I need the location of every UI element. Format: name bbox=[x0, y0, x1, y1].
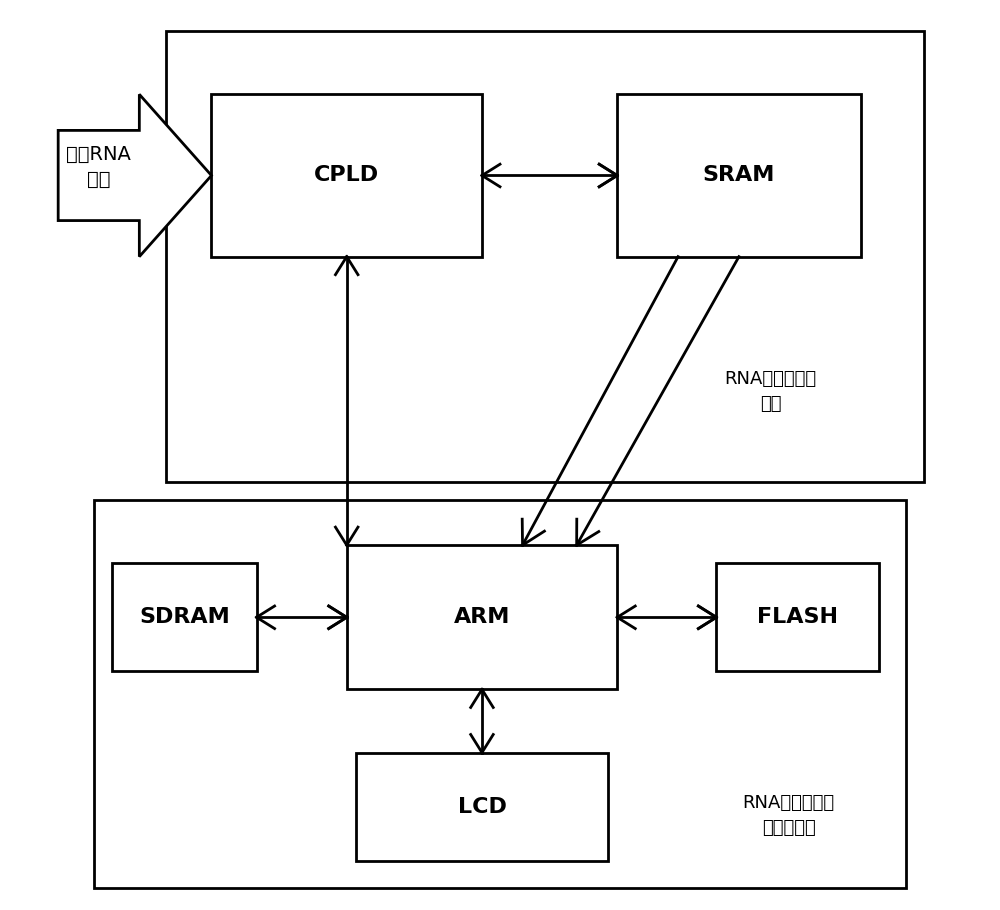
Text: RNA序列二级结
构预测模块: RNA序列二级结 构预测模块 bbox=[742, 794, 835, 837]
Polygon shape bbox=[58, 95, 211, 257]
Bar bbox=[716, 563, 879, 672]
Text: FLASH: FLASH bbox=[757, 607, 838, 627]
Text: SRAM: SRAM bbox=[703, 166, 775, 186]
Bar bbox=[112, 563, 257, 672]
Bar bbox=[211, 95, 482, 257]
Text: LCD: LCD bbox=[458, 796, 506, 816]
Text: 输入RNA
序列: 输入RNA 序列 bbox=[66, 145, 131, 188]
Text: CPLD: CPLD bbox=[314, 166, 379, 186]
Text: SDRAM: SDRAM bbox=[139, 607, 230, 627]
Bar bbox=[356, 753, 608, 861]
Bar bbox=[347, 545, 617, 690]
Text: ARM: ARM bbox=[454, 607, 510, 627]
Bar bbox=[166, 31, 924, 482]
Bar bbox=[94, 501, 906, 888]
Text: RNA序列预处理
模块: RNA序列预处理 模块 bbox=[724, 370, 817, 413]
Bar bbox=[617, 95, 861, 257]
